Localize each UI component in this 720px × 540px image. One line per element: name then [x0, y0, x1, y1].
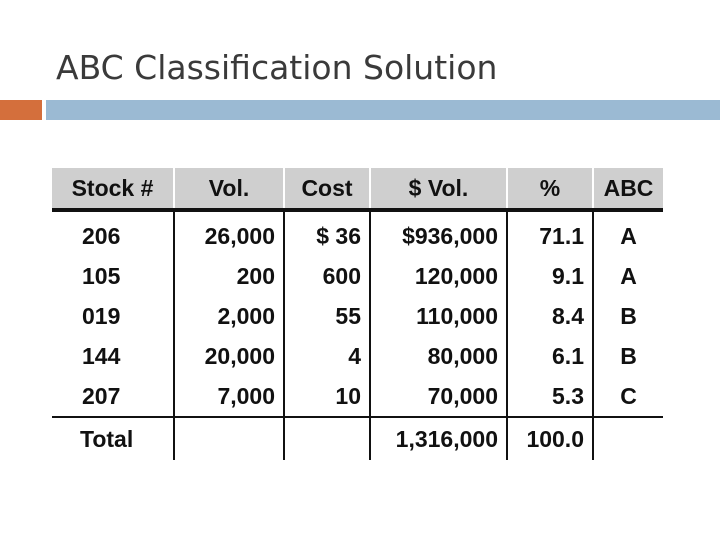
total-dollar-volume: 1,316,000 [369, 416, 507, 460]
total-percent: 100.0 [506, 416, 593, 460]
cell-abc: B [592, 336, 663, 376]
cell-abc: A [592, 210, 663, 256]
table-header-row: Stock # Vol. Cost $ Vol. % ABC [52, 168, 663, 212]
accent-bar-orange [0, 100, 42, 120]
cell-abc: B [592, 296, 663, 336]
abc-table: Stock # Vol. Cost $ Vol. % ABC 206 26,00… [52, 168, 663, 460]
cell-percent: 5.3 [506, 376, 593, 417]
total-abc-empty [592, 416, 663, 460]
cell-percent: 6.1 [506, 336, 593, 376]
cell-cost: 600 [283, 256, 370, 296]
header-stock: Stock # [52, 168, 174, 212]
slide-title: ABC Classification Solution [56, 48, 498, 87]
table-row: 206 26,000 $ 36 $936,000 71.1 A [52, 210, 663, 256]
cell-dollar-volume: 80,000 [369, 336, 507, 376]
total-label: Total [52, 416, 174, 460]
header-volume: Vol. [173, 168, 284, 212]
cell-stock: 206 [82, 222, 121, 249]
cell-cost: 55 [283, 296, 370, 336]
header-percent: % [506, 168, 593, 212]
cell-cost: 10 [283, 376, 370, 417]
cell-stock: 019 [82, 302, 121, 329]
table-row: 105 200 600 120,000 9.1 A [52, 256, 663, 296]
cell-volume: 20,000 [173, 336, 284, 376]
table-total-row: Total 1,316,000 100.0 [52, 416, 663, 460]
cell-dollar-volume: $936,000 [369, 210, 507, 256]
cell-percent: 8.4 [506, 296, 593, 336]
cell-percent: 71.1 [506, 210, 593, 256]
cell-dollar-volume: 110,000 [369, 296, 507, 336]
cell-volume: 200 [173, 256, 284, 296]
table-row: 144 20,000 4 80,000 6.1 B [52, 336, 663, 376]
cell-volume: 2,000 [173, 296, 284, 336]
header-dollar-volume: $ Vol. [369, 168, 507, 212]
cell-cost: $ 36 [283, 210, 370, 256]
cell-dollar-volume: 70,000 [369, 376, 507, 417]
accent-bar-blue [46, 100, 720, 120]
cell-abc: A [592, 256, 663, 296]
header-cost: Cost [283, 168, 370, 212]
cell-volume: 26,000 [173, 210, 284, 256]
table-row: 207 7,000 10 70,000 5.3 C [52, 376, 663, 417]
cell-stock: 105 [82, 262, 121, 289]
total-volume-empty [173, 416, 284, 460]
total-cost-empty [283, 416, 370, 460]
cell-cost: 4 [283, 336, 370, 376]
cell-dollar-volume: 120,000 [369, 256, 507, 296]
table-row: 019 2,000 55 110,000 8.4 B [52, 296, 663, 336]
cell-stock: 144 [82, 342, 121, 369]
cell-percent: 9.1 [506, 256, 593, 296]
cell-volume: 7,000 [173, 376, 284, 417]
cell-stock: 207 [82, 382, 121, 409]
cell-abc: C [592, 376, 663, 417]
abc-table-container: Stock # Vol. Cost $ Vol. % ABC 206 26,00… [52, 168, 663, 460]
header-abc: ABC [592, 168, 663, 212]
